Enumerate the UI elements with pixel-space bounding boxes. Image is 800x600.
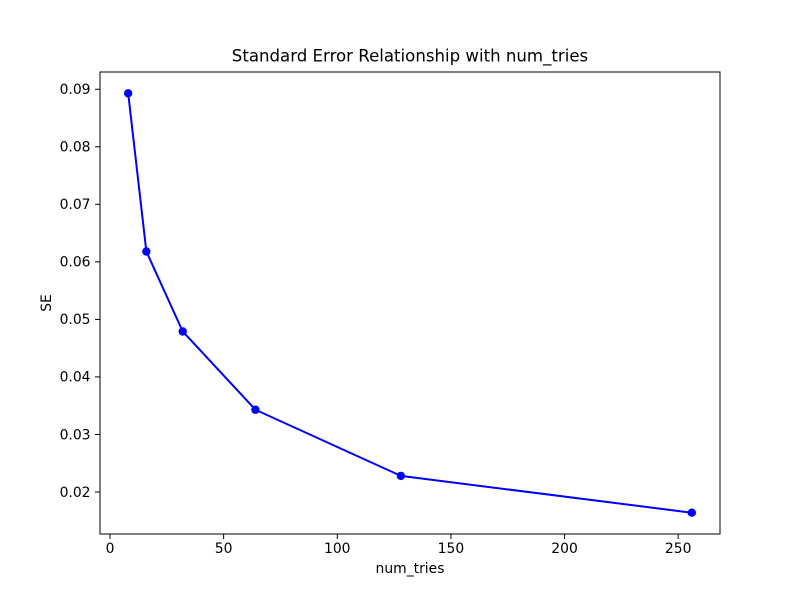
- x-axis-label: num_tries: [375, 561, 445, 577]
- axes-spines: [99, 71, 721, 535]
- y-tick-label: 0.04: [60, 370, 91, 386]
- data-point: [687, 508, 697, 517]
- x-tick-label: 100: [324, 541, 351, 557]
- data-point: [123, 89, 133, 98]
- x-tick-label: 50: [215, 541, 233, 557]
- axes-background: [100, 72, 720, 534]
- data-point: [396, 471, 406, 481]
- y-tick-label: 0.06: [60, 255, 91, 271]
- data-point: [251, 405, 260, 414]
- y-tick-label: 0.09: [60, 82, 91, 98]
- y-tick-label: 0.07: [60, 197, 91, 213]
- data-point: [142, 247, 151, 256]
- chart-title: Standard Error Relationship with num_tri…: [231, 46, 589, 66]
- y-tick-label: 0.05: [60, 312, 91, 328]
- y-tick-label: 0.03: [60, 427, 91, 443]
- x-tick-label: 250: [665, 541, 692, 557]
- x-tick-label: 150: [438, 541, 465, 557]
- y-tick-label: 0.08: [60, 140, 91, 156]
- x-tick-label: 200: [551, 541, 578, 557]
- data-point: [178, 327, 187, 336]
- y-tick-label: 0.02: [60, 485, 91, 501]
- se-line: [127, 93, 692, 514]
- x-tick-label: 0: [106, 541, 115, 557]
- y-axis-label: SE: [39, 294, 55, 312]
